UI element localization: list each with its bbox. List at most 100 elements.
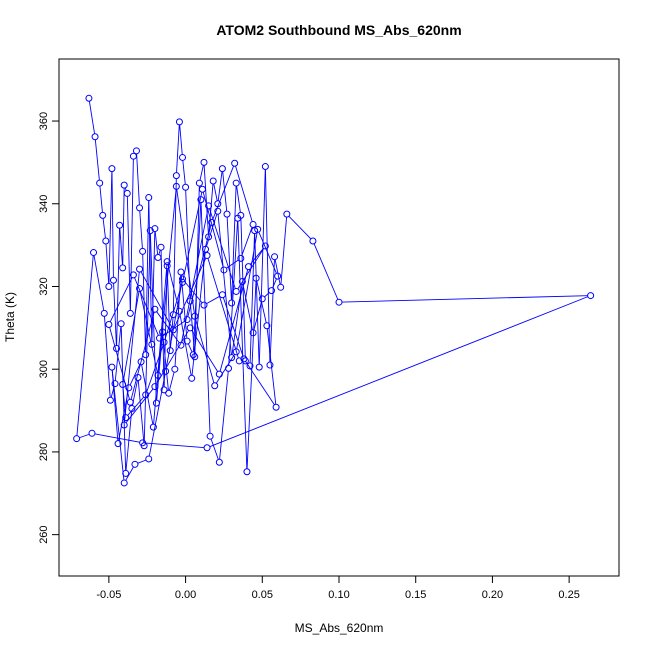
data-point xyxy=(171,365,179,373)
series-segment xyxy=(258,232,277,274)
series-segment xyxy=(162,335,169,391)
y-axis: 260 280 300 320 340 360 xyxy=(38,112,60,544)
series-segment xyxy=(140,271,173,328)
data-point xyxy=(122,469,130,477)
data-point xyxy=(205,202,213,210)
x-tick-label: -0.05 xyxy=(96,589,121,601)
series-segment xyxy=(119,228,123,265)
data-point xyxy=(179,153,187,161)
x-tick-label: 0.05 xyxy=(252,589,273,601)
series-segment xyxy=(187,225,212,317)
data-point xyxy=(235,357,243,365)
data-point xyxy=(129,271,137,279)
data-point xyxy=(175,307,183,315)
data-point xyxy=(160,338,168,346)
series-segment xyxy=(209,208,236,289)
data-point xyxy=(267,287,275,295)
data-point xyxy=(218,165,226,173)
data-point xyxy=(159,328,167,336)
data-point xyxy=(266,361,274,369)
series-segment xyxy=(191,252,206,376)
data-point xyxy=(214,200,222,208)
data-point xyxy=(140,442,148,450)
series-segment xyxy=(313,243,339,300)
data-point xyxy=(232,348,240,356)
series-segment xyxy=(108,171,113,284)
y-tick-label: 340 xyxy=(38,195,50,213)
series-segment xyxy=(114,326,122,381)
data-point xyxy=(183,337,191,345)
x-axis: -0.05 0.00 0.05 0.10 0.15 0.20 0.25 xyxy=(96,575,580,601)
data-point xyxy=(183,316,191,324)
data-point xyxy=(191,312,199,320)
data-point xyxy=(195,179,203,187)
series-segment xyxy=(200,202,211,434)
data-point xyxy=(109,276,117,284)
x-axis-label: MS_Abs_620nm xyxy=(295,621,384,635)
series-segment xyxy=(156,330,189,385)
series-segment xyxy=(179,314,192,376)
series-segment xyxy=(226,217,232,300)
data-point xyxy=(186,297,194,305)
data-point xyxy=(231,159,239,167)
series-segment xyxy=(76,255,94,436)
x-tick-label: 0.00 xyxy=(175,589,196,601)
data-point xyxy=(200,301,208,309)
series-segment xyxy=(274,259,281,285)
series-segment xyxy=(136,153,140,205)
data-point xyxy=(132,147,140,155)
series-segment xyxy=(182,160,186,185)
series-segment xyxy=(264,169,271,362)
series-segment xyxy=(199,165,204,181)
series-segment xyxy=(236,186,241,213)
data-point xyxy=(120,181,128,189)
data-point xyxy=(189,351,197,359)
x-tick-label: 0.20 xyxy=(482,589,503,601)
series-segment xyxy=(208,184,214,234)
data-point xyxy=(225,364,233,372)
data-point xyxy=(163,258,171,266)
data-point xyxy=(137,358,145,366)
series-segment xyxy=(280,217,288,285)
data-point xyxy=(179,275,187,283)
series-segment xyxy=(125,411,133,471)
data-point xyxy=(169,311,177,319)
data-point xyxy=(205,233,213,241)
series-segment xyxy=(104,316,111,398)
series-segment xyxy=(191,330,219,372)
series-segment xyxy=(145,442,204,448)
data-point xyxy=(232,179,240,187)
data-point xyxy=(169,326,177,334)
series-segment xyxy=(237,221,248,469)
data-point xyxy=(142,391,150,399)
data-point xyxy=(88,429,96,437)
series-segment xyxy=(181,208,209,343)
series-segment xyxy=(219,371,229,460)
series-segment xyxy=(113,283,117,346)
data-point xyxy=(172,172,180,180)
data-point xyxy=(117,320,125,328)
data-point xyxy=(179,278,187,286)
series-segment xyxy=(176,125,180,173)
series-segment xyxy=(209,296,588,448)
data-point xyxy=(151,383,159,391)
data-point xyxy=(151,225,159,233)
series-segment xyxy=(241,227,253,256)
data-point xyxy=(102,237,110,245)
data-point xyxy=(96,179,104,187)
series-segment xyxy=(250,248,264,265)
series-segment xyxy=(141,364,154,425)
data-point xyxy=(249,329,257,337)
data-point xyxy=(254,225,262,233)
data-point xyxy=(251,227,259,235)
data-point xyxy=(114,440,122,448)
series-segment xyxy=(145,200,150,352)
series-segment xyxy=(236,232,258,349)
data-point xyxy=(255,363,263,371)
series-segment xyxy=(264,292,270,298)
data-point xyxy=(277,283,285,291)
data-point xyxy=(151,305,159,313)
series-segment xyxy=(111,370,125,480)
data-point xyxy=(202,245,210,253)
